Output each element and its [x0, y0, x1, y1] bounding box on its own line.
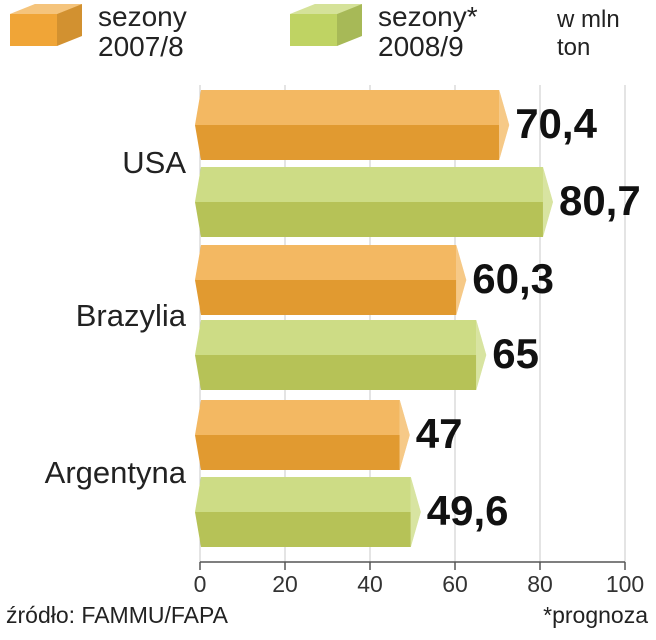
cube-side-shade — [337, 4, 362, 46]
bar-top-shade — [195, 477, 411, 512]
cube-side — [337, 4, 362, 46]
bar — [195, 90, 510, 160]
value-label: 70,4 — [515, 100, 597, 147]
bar-tip — [456, 245, 467, 315]
bar-top-shade — [195, 320, 477, 355]
bar-tip — [542, 167, 553, 237]
bar-tip — [476, 320, 487, 390]
category-label: USA — [122, 145, 186, 180]
bar-bottom — [195, 355, 477, 390]
category-label: Brazylia — [76, 298, 187, 333]
bar-top — [195, 90, 500, 125]
bar-bottom — [195, 512, 411, 547]
bar — [195, 167, 553, 237]
bar-tip-shade — [476, 320, 487, 390]
bar-bottom — [195, 202, 543, 237]
value-label: 65 — [492, 330, 539, 377]
bar — [195, 245, 467, 315]
bar-top-shade — [195, 245, 457, 280]
bar-top — [195, 245, 457, 280]
cube-top-shade — [290, 4, 362, 14]
x-tick-label: 20 — [272, 571, 298, 597]
bar-bottom — [195, 435, 400, 470]
cube-top — [290, 4, 362, 14]
value-label: 49,6 — [427, 487, 509, 534]
unit-label: w mln ton — [557, 6, 620, 61]
value-label: 60,3 — [472, 255, 554, 302]
bar-bottom-shade — [195, 125, 500, 160]
cube-front — [10, 14, 57, 46]
bar-top — [195, 400, 400, 435]
bar-tip-shade — [542, 167, 553, 237]
bar-top — [195, 167, 543, 202]
source: źródło: FAMMU/FAPA — [6, 602, 228, 628]
legend-swatch — [290, 4, 362, 46]
legend-swatch — [10, 4, 82, 46]
bar-top — [195, 320, 477, 355]
bar-tip-shade — [499, 90, 510, 160]
cube-top-shade — [10, 4, 82, 14]
bar-tip — [399, 400, 410, 470]
value-label: 47 — [416, 410, 463, 457]
bar — [195, 320, 487, 390]
value-label: 80,7 — [559, 177, 641, 224]
x-tick-label: 40 — [357, 571, 383, 597]
bar-bottom — [195, 280, 457, 315]
bar — [195, 477, 421, 547]
bar-tip — [499, 90, 510, 160]
note: *prognoza — [543, 602, 648, 628]
bar-bottom-shade — [195, 435, 400, 470]
bar-top — [195, 477, 411, 512]
legend-label: sezony* 2008/9 — [378, 1, 478, 62]
bar-bottom-shade — [195, 355, 477, 390]
bar-tip-shade — [456, 245, 467, 315]
bar-tip — [410, 477, 421, 547]
bar-top-shade — [195, 167, 543, 202]
bar-tip-shade — [410, 477, 421, 547]
legend-label: sezony 2007/8 — [98, 1, 187, 62]
cube-top — [10, 4, 82, 14]
cube-front — [290, 14, 337, 46]
bar-tip-shade — [399, 400, 410, 470]
x-tick-label: 100 — [606, 571, 644, 597]
cube-side-shade — [57, 4, 82, 46]
x-tick-label: 80 — [527, 571, 553, 597]
bar-bottom-shade — [195, 202, 543, 237]
bar — [195, 400, 410, 470]
category-label: Argentyna — [45, 455, 187, 490]
bar-bottom — [195, 125, 500, 160]
bar-top-shade — [195, 400, 400, 435]
cube-side — [57, 4, 82, 46]
x-tick-label: 60 — [442, 571, 468, 597]
bar-bottom-shade — [195, 280, 457, 315]
x-tick-label: 0 — [194, 571, 207, 597]
bar-top-shade — [195, 90, 500, 125]
bar-bottom-shade — [195, 512, 411, 547]
